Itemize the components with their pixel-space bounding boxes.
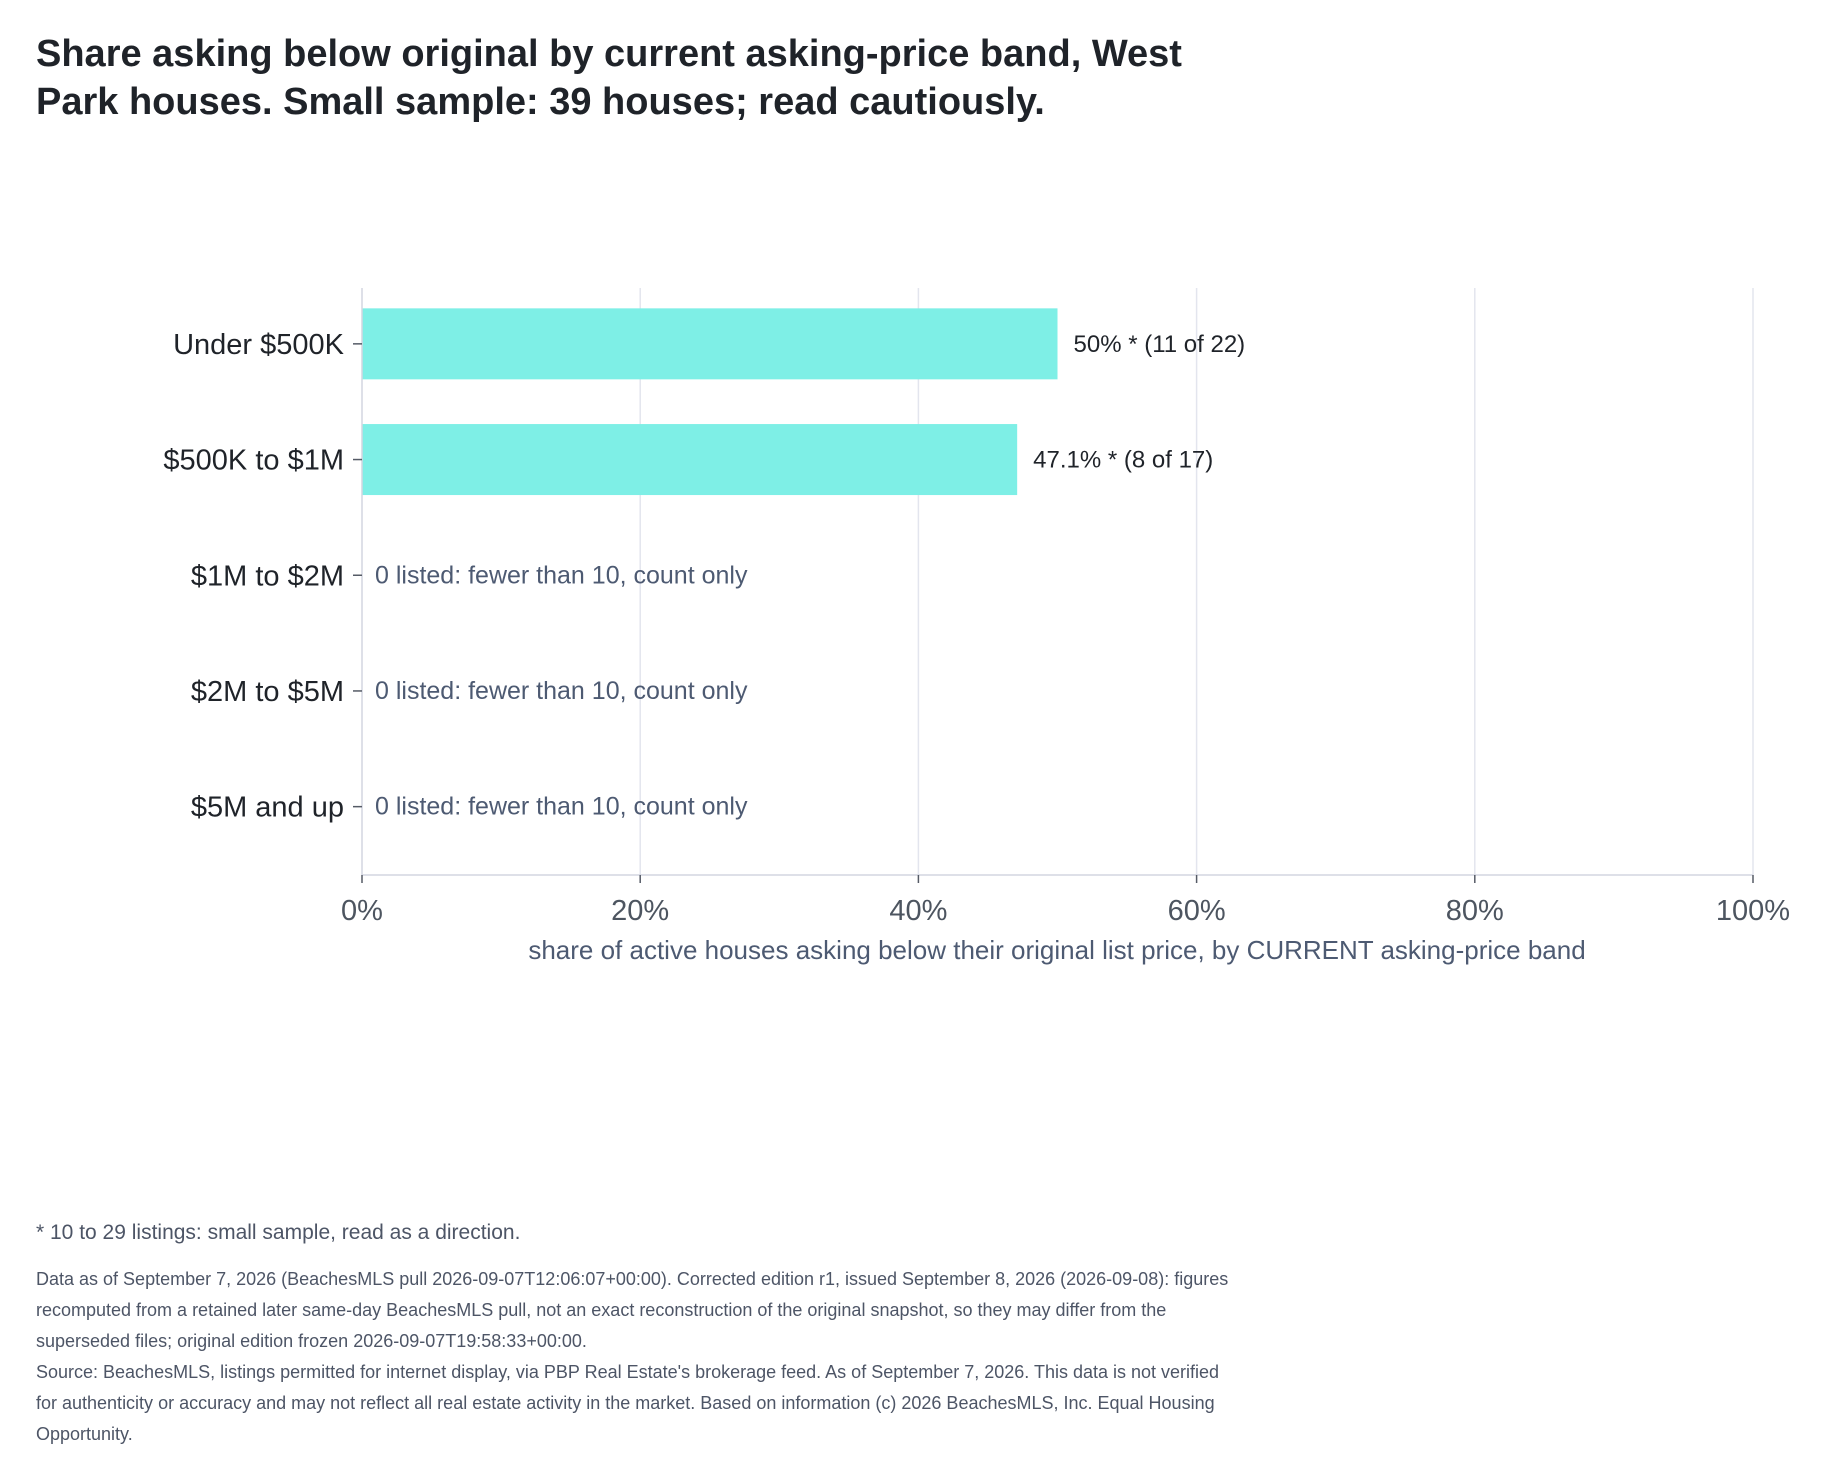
chart-title-line-2: Park houses. Small sample: 39 houses; re… bbox=[36, 81, 1045, 123]
source-note-line: for authenticity or accuracy and may not… bbox=[36, 1393, 1215, 1413]
x-tick-label: 100% bbox=[1716, 895, 1790, 927]
source-note-line: superseded files; original edition froze… bbox=[36, 1331, 587, 1351]
x-tick-label: 20% bbox=[611, 895, 669, 927]
y-tick-label: $500K to $1M bbox=[163, 445, 344, 477]
bar bbox=[362, 308, 1058, 380]
bars bbox=[362, 308, 1058, 496]
x-tick-label: 0% bbox=[341, 895, 383, 927]
y-tick-label: $2M to $5M bbox=[191, 676, 344, 708]
chart-notes: * 10 to 29 listings: small sample, read … bbox=[36, 1218, 1416, 1450]
source-notes: Data as of September 7, 2026 (BeachesMLS… bbox=[36, 1264, 1416, 1450]
data-labels: 50% * (11 of 22) 47.1% * (8 of 17) 0 liste… bbox=[375, 331, 1245, 821]
axes: 0% 20% 40% 60% 80% 100% Under $500K $500K to $1… bbox=[163, 288, 1790, 927]
gridlines bbox=[639, 288, 1754, 875]
small-sample-footnote: * 10 to 29 listings: small sample, read … bbox=[36, 1221, 521, 1244]
source-note-line: Source: BeachesMLS, listings permitted f… bbox=[36, 1362, 1220, 1382]
bar bbox=[362, 424, 1018, 496]
data-label: 47.1% * (8 of 17) bbox=[1033, 447, 1213, 474]
source-note-line: Opportunity. bbox=[36, 1424, 133, 1444]
data-label: 0 listed: fewer than 10, count only bbox=[375, 561, 748, 589]
y-tick-label: Under $500K bbox=[173, 329, 345, 361]
data-label: 0 listed: fewer than 10, count only bbox=[375, 793, 748, 821]
y-tick-label: $5M and up bbox=[191, 792, 344, 824]
source-note-line: recomputed from a retained later same-da… bbox=[36, 1300, 1167, 1320]
data-label: 50% * (11 of 22) bbox=[1074, 331, 1246, 358]
x-axis-title: share of active houses asking below thei… bbox=[528, 935, 1585, 965]
chart-title-line-1: Share asking below original by current a… bbox=[36, 33, 1182, 75]
data-label: 0 listed: fewer than 10, count only bbox=[375, 677, 748, 705]
x-tick-label: 40% bbox=[889, 895, 947, 927]
x-tick-label: 80% bbox=[1446, 895, 1504, 927]
y-tick-label: $1M to $2M bbox=[191, 560, 344, 592]
source-note-line: Data as of September 7, 2026 (BeachesMLS… bbox=[36, 1269, 1229, 1289]
x-tick-label: 60% bbox=[1168, 895, 1226, 927]
chart-title: Share asking below original by current a… bbox=[36, 30, 1236, 126]
bar-chart: 0% 20% 40% 60% 80% 100% Under $500K $500K to $1… bbox=[163, 288, 1790, 965]
